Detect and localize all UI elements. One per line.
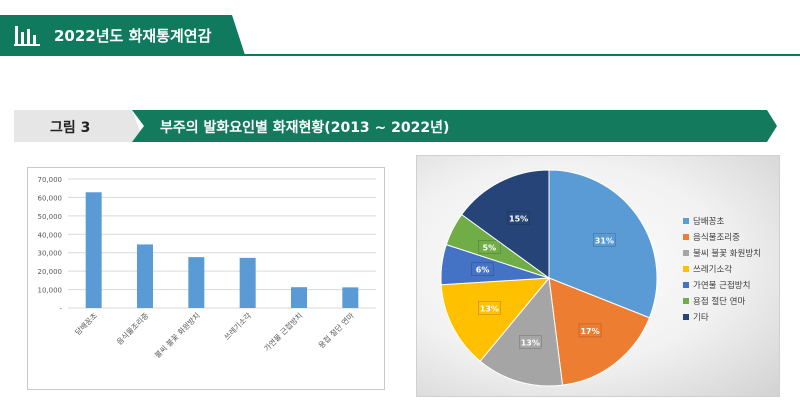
bar-chart-icon [14, 26, 40, 46]
y-tick-label: 20,000 [38, 268, 63, 276]
slice-label-box [593, 233, 616, 247]
legend-label: 쓰레기소각 [693, 264, 732, 275]
slice-label-box [478, 301, 501, 315]
header-rule [0, 54, 800, 56]
legend-label: 음식물조리중 [693, 233, 740, 243]
legend-label: 가연물 근접방치 [693, 280, 750, 291]
document-title: 2022년도 화재통계연감 [54, 27, 212, 45]
x-tick-label: 불씨 불꽃 화원방치 [152, 310, 201, 359]
x-tick-label: 음식물조리중 [115, 311, 151, 347]
figure-title-box [132, 110, 777, 142]
bar [188, 257, 205, 308]
bar [291, 287, 307, 308]
slice-label-box [478, 240, 501, 254]
pie-slice [479, 276, 564, 387]
bar [342, 287, 359, 308]
pie-slice [440, 277, 551, 362]
x-tick-label: 용접 절단 연마 [316, 310, 356, 350]
bar [137, 244, 153, 308]
bar [239, 257, 256, 308]
y-tick-label: 50,000 [38, 213, 63, 221]
legend-label: 기타 [693, 313, 709, 323]
slice-label-box [471, 262, 494, 276]
slice-label: 13% [480, 304, 499, 313]
y-tick-label: 70,000 [38, 176, 63, 184]
figure-label-box [14, 110, 144, 142]
legend-swatch [683, 298, 689, 304]
figure-label: 그림 3 [50, 120, 91, 136]
legend-swatch [683, 218, 689, 224]
x-tick-label: 담배꽁초 [72, 310, 99, 337]
bar-chart-panel: - 10,000 20,000 30,000 40,000 50,000 60,000 70,… [27, 167, 385, 390]
bar-chart: - 10,000 20,000 30,000 40,000 50,000 60,000 70,… [38, 176, 376, 360]
slice-label-box [578, 323, 602, 338]
legend-swatch [683, 266, 689, 272]
header-banner [0, 15, 245, 55]
legend-label: 불씨 불꽃 화원방치 [693, 248, 761, 259]
y-tick-label: 30,000 [38, 250, 63, 258]
legend-swatch [683, 250, 689, 256]
slice-label: 13% [521, 338, 540, 347]
slice-label-box [519, 335, 542, 349]
pie-slice [460, 169, 550, 279]
slice-label: 17% [580, 327, 599, 336]
slice-label-box [507, 211, 530, 225]
y-tick-label: 10,000 [38, 287, 63, 295]
y-tick-label: - [59, 305, 62, 313]
slice-label: 15% [509, 214, 528, 223]
legend-swatch [683, 282, 689, 288]
slice-label: 31% [595, 236, 614, 245]
x-tick-label: 쓰레기소각 [222, 310, 254, 342]
legend-swatch [683, 314, 689, 320]
slice-label: 6% [476, 266, 490, 275]
x-tick-label: 가연물 근접방치 [262, 310, 305, 353]
slice-label: 5% [483, 244, 497, 253]
legend-label: 담배꽁초 [693, 216, 724, 227]
bar [85, 192, 102, 308]
legend-label: 용접 절단 연마 [693, 296, 746, 307]
legend-swatch [683, 234, 689, 240]
y-tick-label: 40,000 [38, 231, 63, 239]
figure-title: 부주의 발화요인별 화재현황(2013 ~ 2022년) [160, 120, 450, 136]
y-tick-label: 60,000 [38, 194, 63, 202]
